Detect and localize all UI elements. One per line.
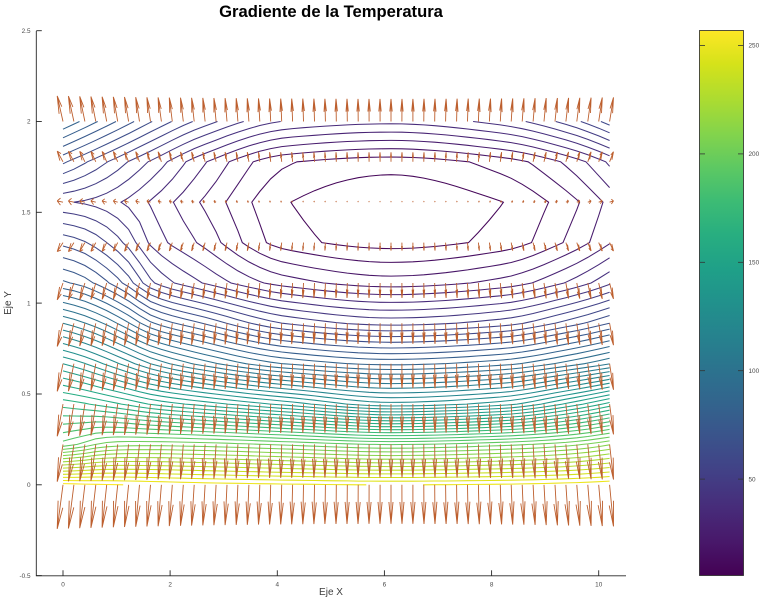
svg-text:1.5: 1.5 (22, 210, 31, 217)
svg-text:100: 100 (749, 368, 760, 375)
svg-text:2: 2 (168, 582, 172, 589)
svg-text:2: 2 (27, 119, 31, 126)
svg-text:50: 50 (749, 476, 757, 483)
svg-text:150: 150 (749, 260, 760, 267)
svg-text:0.5: 0.5 (22, 391, 31, 398)
svg-text:2.5: 2.5 (22, 28, 31, 35)
svg-text:0: 0 (27, 482, 31, 489)
svg-text:0: 0 (61, 582, 65, 589)
svg-text:4: 4 (276, 582, 280, 589)
svg-text:6: 6 (383, 582, 387, 589)
svg-text:200: 200 (749, 151, 760, 158)
svg-text:Eje Y: Eje Y (3, 291, 14, 315)
svg-text:250: 250 (749, 43, 760, 50)
svg-text:1: 1 (27, 300, 31, 307)
svg-text:Gradiente de la Temperatura: Gradiente de la Temperatura (219, 2, 444, 21)
svg-text:10: 10 (595, 582, 603, 589)
svg-text:8: 8 (490, 582, 494, 589)
svg-text:-0.5: -0.5 (19, 573, 30, 580)
svg-text:Eje X: Eje X (319, 587, 343, 598)
